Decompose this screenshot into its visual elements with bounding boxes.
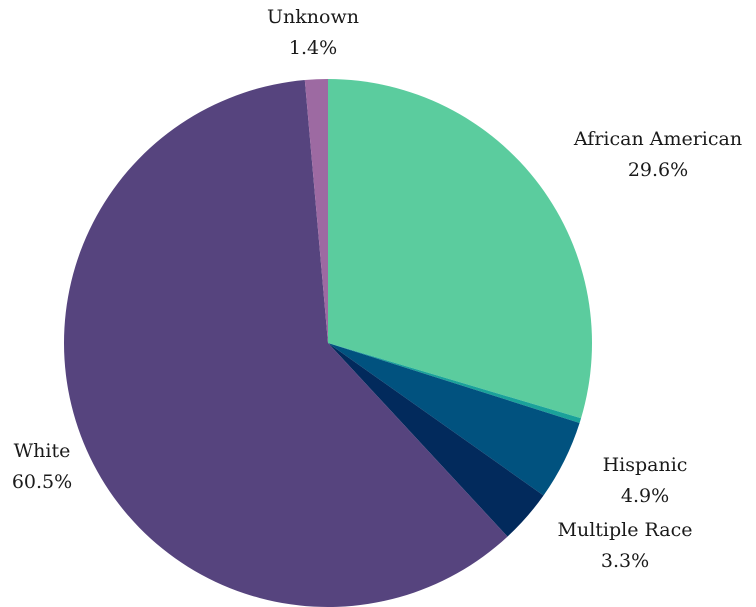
slice-label: White <box>14 440 71 462</box>
pie-slice-white <box>64 80 508 607</box>
slice-value-label: 4.9% <box>621 485 669 507</box>
slice-label: Unknown <box>267 6 359 28</box>
slice-value-label: 29.6% <box>628 159 688 181</box>
slice-label: Hispanic <box>603 454 688 476</box>
pie-slice-unlabeled <box>328 343 582 424</box>
slice-label: African American <box>573 128 742 150</box>
slice-value-label: 60.5% <box>12 471 72 493</box>
slice-value-label: 3.3% <box>601 550 649 572</box>
pie-slice-hispanic <box>328 343 580 496</box>
pie-slice-african-american <box>328 79 592 419</box>
pie-slice-unknown <box>304 79 328 343</box>
pie-slice-multiple-race <box>328 343 544 537</box>
slice-label: Multiple Race <box>558 519 693 541</box>
slice-value-label: 1.4% <box>289 37 337 59</box>
